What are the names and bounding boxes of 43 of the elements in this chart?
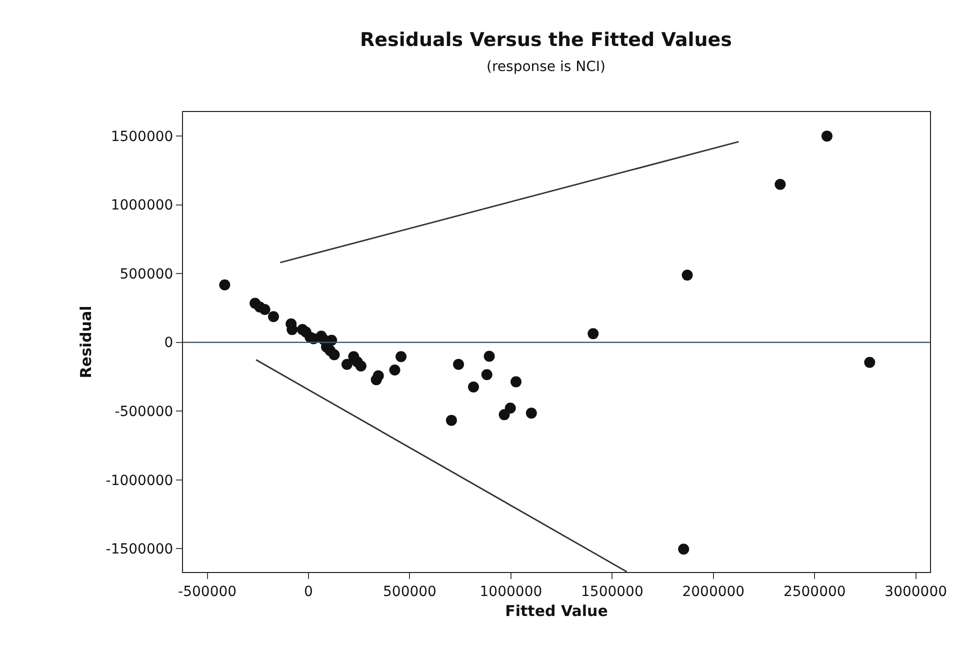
point [446,414,457,426]
point [268,311,279,322]
point [481,369,492,380]
point [259,304,270,315]
chart-title: Residuals Versus the Fitted Values [360,29,732,52]
point [678,544,690,555]
x-tick-label: -500000 [178,584,237,600]
y-tick-label: -1000000 [106,472,174,489]
y-tick-label: 1500000 [110,128,174,145]
chart-subtitle: (response is NCI) [486,58,606,75]
x-tick-label: 2500000 [783,584,846,600]
y-tick-label: -1500000 [106,542,174,558]
x-tick-label: 3000000 [884,584,948,600]
y-axis-title: Residual [77,306,96,378]
point [864,356,876,368]
y-tick-label: 0 [164,335,174,352]
point [510,376,522,388]
point [682,270,693,281]
y-tick-label: -500000 [114,404,174,420]
point [396,351,407,362]
y-tick-label: 1000000 [110,198,174,214]
x-axis-title: Fitted Value [505,602,608,620]
y-tick-label: 500000 [120,266,174,282]
point [328,349,340,360]
point [821,130,832,142]
point [389,364,400,376]
x-tick-label: 1000000 [480,584,542,600]
x-tick-label: 1500000 [580,584,644,600]
point [341,358,352,370]
point [286,324,298,336]
point [468,382,479,393]
point [219,279,230,290]
point [774,178,786,190]
point [355,360,366,372]
point [526,408,537,419]
x-tick-label: 0 [304,584,313,600]
point [453,358,464,370]
x-tick-label: 2000000 [682,584,745,600]
point [484,350,495,362]
point [588,328,599,340]
point [372,370,384,382]
x-tick-label: 500000 [383,584,436,600]
point [504,402,516,414]
